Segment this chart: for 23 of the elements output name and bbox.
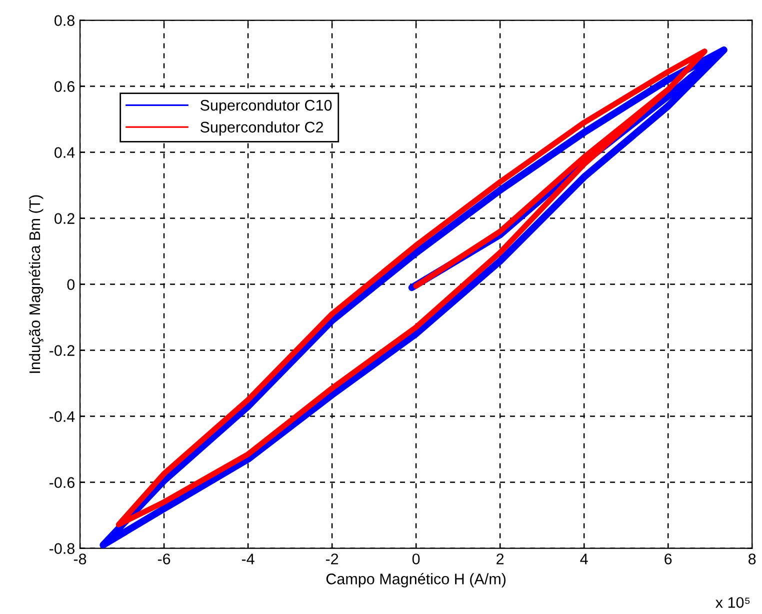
y-tick-label: 0 [67, 279, 75, 290]
y-tick-label: -0.8 [50, 543, 74, 554]
legend-label: Supercondutor C10 [200, 99, 332, 114]
text: x 10⁵ [716, 597, 750, 608]
y-tick-label: 0.6 [54, 81, 74, 92]
y-tick-label: 0.4 [54, 147, 75, 158]
x-tick-label: 4 [580, 554, 588, 564]
x-tick-label: 0 [412, 554, 420, 564]
x-tick-label: 2 [496, 554, 504, 564]
y-tick-label: -0.4 [50, 411, 75, 422]
x-tick-label: 8 [748, 554, 756, 564]
x-axis-title: Campo Magnético H (A/m) [326, 572, 506, 588]
x-tick-label: -4 [242, 554, 254, 564]
y-tick-label: 0.2 [54, 213, 74, 224]
x-tick-label: 6 [664, 554, 672, 564]
y-axis-title: Indução Magnética Bm (T) [28, 195, 44, 373]
legend-label: Supercondutor C2 [200, 121, 324, 136]
x-tick-label: -6 [158, 554, 170, 564]
x-tick-label: -8 [74, 554, 86, 564]
y-tick-label: -0.2 [50, 345, 74, 356]
y-tick-label: -0.6 [50, 477, 74, 488]
x-tick-label: -2 [326, 554, 338, 564]
y-tick-label: 0.8 [54, 15, 74, 26]
